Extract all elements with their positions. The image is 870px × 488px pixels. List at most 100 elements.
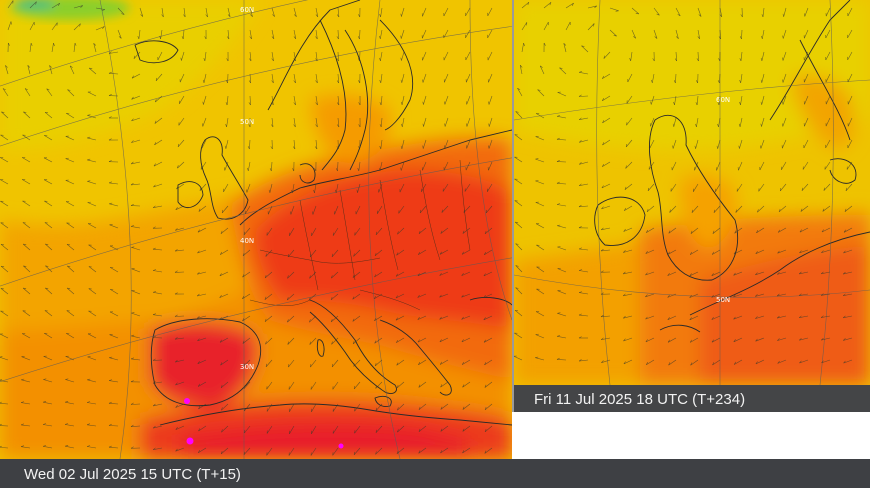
wind-arrow-head <box>374 340 377 344</box>
wind-arrow <box>762 7 765 17</box>
wind-arrow-head <box>220 251 223 255</box>
wind-arrow <box>719 7 723 17</box>
wind-arrow-head <box>0 244 5 246</box>
wind-arrow <box>487 7 493 17</box>
wind-arrow <box>442 183 449 192</box>
wind-arrow <box>757 205 765 213</box>
wind-arrow <box>29 21 35 31</box>
wind-arrow-head <box>379 57 381 61</box>
wind-arrow <box>711 293 721 298</box>
wind-arrow <box>155 73 163 81</box>
wind-arrow-head <box>220 384 223 388</box>
wind-arrow-head <box>44 222 48 224</box>
wind-arrow <box>783 7 787 17</box>
wind-arrow-head <box>44 310 48 312</box>
wind-arrow <box>87 115 97 119</box>
wind-arrow <box>293 139 296 150</box>
wind-arrow-head <box>717 123 719 127</box>
wind-arrow <box>23 287 31 295</box>
wind-arrow <box>718 117 721 127</box>
wind-arrow <box>646 359 655 365</box>
wind-arrow-head <box>579 117 582 120</box>
inset-lat-label-60n: 60N <box>716 96 730 104</box>
wind-arrow <box>423 117 427 127</box>
wind-arrow-head <box>418 251 421 255</box>
wind-arrow <box>400 161 405 171</box>
wind-arrow <box>177 161 185 169</box>
wind-arrow-head <box>624 207 627 211</box>
wind-arrow-head <box>755 338 758 342</box>
wind-arrow <box>197 249 207 254</box>
wind-arrow <box>847 73 853 83</box>
wind-arrow <box>331 249 339 257</box>
wind-arrow-head <box>673 80 676 84</box>
wind-arrow-head <box>623 250 626 253</box>
wind-arrow <box>175 381 185 386</box>
wind-arrow <box>332 447 339 456</box>
wind-arrow <box>0 333 9 339</box>
wind-arrow <box>199 183 207 191</box>
wind-arrow <box>22 200 31 207</box>
wind-arrow-head <box>155 99 157 103</box>
wind-arrow <box>717 139 721 149</box>
wind-arrow <box>220 227 229 234</box>
wind-arrow-head <box>738 123 741 127</box>
wind-arrow-head <box>203 57 206 62</box>
wind-arrow <box>130 403 141 405</box>
wind-arrow <box>309 271 317 279</box>
wind-arrow <box>43 179 53 185</box>
wind-arrow <box>197 293 207 297</box>
wind-arrow-head <box>439 339 442 342</box>
wind-arrow <box>44 333 53 339</box>
wind-arrow <box>799 249 809 254</box>
wind-arrow <box>249 95 251 106</box>
wind-arrow <box>645 249 655 254</box>
wind-arrow-head <box>777 250 780 254</box>
wind-arrow <box>623 271 633 275</box>
wind-arrow <box>176 183 185 190</box>
wind-arrow <box>221 425 229 433</box>
wind-arrow <box>310 447 317 456</box>
wind-arrow-head <box>652 58 655 62</box>
wind-arrow <box>44 200 53 207</box>
wind-arrow <box>417 271 427 277</box>
wind-arrow <box>713 205 721 213</box>
wind-arrow-head <box>756 230 759 234</box>
wind-arrow <box>487 183 493 192</box>
wind-arrow-head <box>153 184 156 188</box>
wind-arrow <box>315 73 318 83</box>
wind-arrow-head <box>535 158 539 160</box>
wind-arrow-head <box>246 189 248 193</box>
wind-arrow-head <box>243 363 245 367</box>
wind-arrow <box>0 222 9 229</box>
wind-arrow-head <box>336 36 339 40</box>
wind-arrow-head <box>695 123 697 127</box>
wind-arrow-head <box>226 80 228 84</box>
wind-arrow <box>578 95 589 97</box>
main-coastlines <box>134 0 512 426</box>
wind-arrow-head <box>5 65 8 68</box>
wind-arrow <box>485 205 493 214</box>
wind-arrow <box>521 22 528 31</box>
wind-arrow-head <box>174 249 178 252</box>
wind-arrow <box>249 73 251 84</box>
wind-arrow-head <box>717 80 720 84</box>
peak-spots <box>184 398 344 449</box>
wind-arrow <box>182 29 185 40</box>
wind-arrow <box>288 381 295 390</box>
wind-arrow <box>0 288 9 295</box>
wind-arrow-head <box>161 14 164 18</box>
wind-arrow-head <box>777 229 781 233</box>
wind-arrow <box>418 359 427 366</box>
wind-arrow <box>374 293 383 299</box>
wind-arrow-head <box>556 137 560 140</box>
wind-arrow-head <box>667 294 670 298</box>
wind-arrow-head <box>603 55 605 59</box>
wind-arrow <box>821 315 831 318</box>
wind-arrow <box>29 43 32 53</box>
wind-arrow <box>131 268 141 273</box>
wind-arrow-head <box>130 357 135 360</box>
wind-arrow-head <box>309 275 311 279</box>
wind-arrow <box>331 271 339 279</box>
wind-arrow <box>287 315 295 323</box>
